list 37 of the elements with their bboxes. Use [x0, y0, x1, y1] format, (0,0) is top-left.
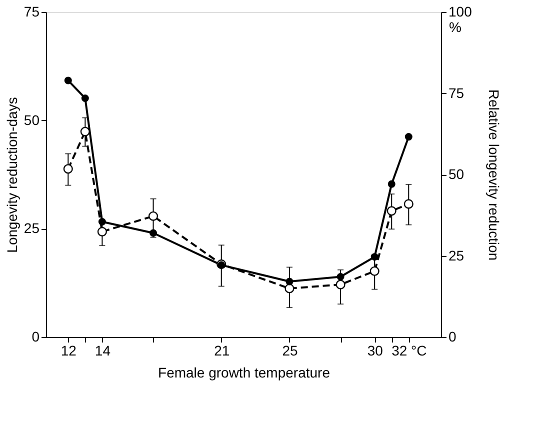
y2-tick-label: 25	[448, 247, 464, 264]
point	[404, 133, 412, 141]
point	[388, 180, 396, 188]
y-tick-label: 75	[24, 4, 40, 20]
point	[286, 278, 294, 286]
x-tick-label: 30	[367, 342, 384, 358]
point	[370, 253, 378, 261]
x-tick-label: 21	[214, 342, 230, 358]
y-tick-label: 0	[32, 328, 40, 344]
y2-tick-label: 50	[448, 166, 464, 182]
x-tick-label: 12	[60, 342, 77, 358]
point	[404, 199, 414, 209]
point	[97, 226, 107, 236]
x-tick-label: 14	[94, 342, 111, 358]
point	[336, 273, 344, 281]
point	[150, 229, 158, 237]
y-axis-title: Longevity reduction-days	[4, 97, 20, 253]
point	[63, 164, 73, 174]
point	[284, 284, 294, 294]
x-tick-label: 32 °C	[392, 342, 427, 358]
y-tick-label: 50	[24, 112, 40, 128]
y-tick-label: 25	[24, 220, 40, 236]
text: %	[449, 19, 462, 35]
point	[336, 280, 346, 290]
point	[148, 211, 158, 221]
y2-axis-title: Relative longevity reduction	[486, 89, 502, 261]
point	[98, 218, 106, 226]
x-axis-title: Female growth temperature	[158, 364, 330, 380]
x-tick-label: 25	[282, 342, 298, 358]
y2-tick-label: 100	[448, 4, 472, 20]
point	[80, 126, 90, 136]
y2-tick-label: 75	[448, 84, 464, 101]
point	[386, 206, 396, 216]
y2-tick-label: 0	[448, 328, 456, 344]
point	[370, 266, 380, 276]
point	[81, 94, 89, 102]
point	[64, 76, 72, 84]
